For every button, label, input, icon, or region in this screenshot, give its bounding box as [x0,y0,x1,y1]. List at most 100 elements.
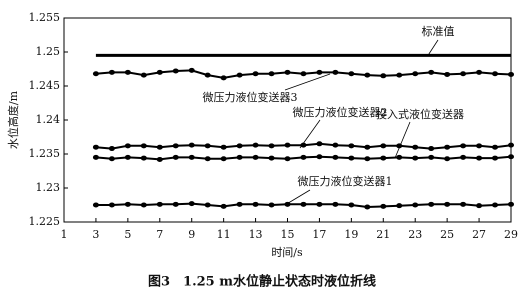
data-point [428,69,435,75]
annotation-leader [299,119,321,149]
data-point [284,201,291,207]
data-point [268,143,275,149]
data-point [348,202,355,208]
data-point [252,154,259,160]
data-point [268,202,275,208]
data-point [124,69,131,75]
data-point [380,203,387,209]
data-point [492,155,499,161]
data-point [364,156,371,162]
data-point [92,202,99,208]
data-point [300,201,307,207]
data-point [444,144,451,150]
y-tick-label: 1.25 [36,45,61,58]
data-point [204,72,211,78]
data-point [460,143,467,149]
data-point [108,146,115,152]
data-point [332,154,339,160]
x-tick-label: 15 [281,228,295,241]
data-point [108,69,115,75]
data-point [204,156,211,162]
data-point [476,155,483,161]
data-point [284,142,291,148]
x-tick-label: 3 [92,228,99,241]
data-point [476,203,483,209]
data-point [188,201,195,207]
data-point [412,144,419,150]
data-point [460,71,467,77]
data-point [252,201,259,207]
x-tick-label: 25 [440,228,454,241]
y-tick-label: 1.235 [29,147,61,160]
data-point [284,69,291,75]
data-point [236,72,243,78]
data-point [300,142,307,148]
data-point [364,72,371,78]
data-point [364,144,371,150]
data-point [284,156,291,162]
data-point [476,143,483,149]
data-point [396,203,403,209]
x-tick-label: 19 [344,228,358,241]
data-point [492,144,499,150]
data-point [300,154,307,160]
data-point [172,154,179,160]
x-tick-label: 29 [504,228,518,241]
data-point [140,202,147,208]
series-annotation: 微压力液位变送器3 [203,90,298,104]
series-annotation: 微压力液位变送器1 [298,174,393,188]
data-point [380,143,387,149]
y-tick-label: 1.23 [36,181,61,194]
data-point [412,155,419,161]
x-tick-label: 17 [312,228,326,241]
data-point [140,72,147,78]
data-point [204,202,211,208]
x-tick-label: 23 [408,228,422,241]
data-point [156,201,163,207]
data-point [140,155,147,161]
data-point [316,154,323,160]
data-point [460,201,467,207]
x-tick-label: 9 [188,228,195,241]
annotation-leader [284,189,311,206]
data-point [188,142,195,148]
y-tick-label: 1.245 [29,79,61,92]
data-point [124,154,131,160]
x-tick-label: 13 [249,228,263,241]
data-point [140,143,147,149]
data-point [508,142,514,148]
y-tick-label: 1.24 [36,113,61,126]
data-point [236,201,243,207]
data-point [316,141,323,147]
data-point [348,155,355,161]
data-point [92,154,99,160]
x-tick-label: 11 [217,228,231,241]
data-point [508,154,514,160]
annotation-leader [427,39,439,56]
data-point [380,73,387,79]
data-point [108,156,115,162]
x-tick-label: 21 [376,228,390,241]
series-annotation: 微压力液位变送器2 [293,105,388,119]
data-point [460,154,467,160]
data-point [156,144,163,150]
data-point [444,201,451,207]
data-point [444,71,451,77]
data-point [364,204,371,210]
x-tick-label: 1 [61,228,68,241]
x-tick-label: 27 [472,228,486,241]
data-point [428,201,435,207]
data-point [316,201,323,207]
data-point [204,143,211,149]
data-point [332,201,339,207]
data-point [332,142,339,148]
data-point [92,71,99,77]
data-point [172,201,179,207]
data-point [396,72,403,78]
data-point [220,75,227,81]
data-point [188,154,195,160]
data-point [236,143,243,149]
data-point [220,144,227,150]
data-point [124,143,131,149]
y-tick-label: 1.225 [29,215,61,228]
